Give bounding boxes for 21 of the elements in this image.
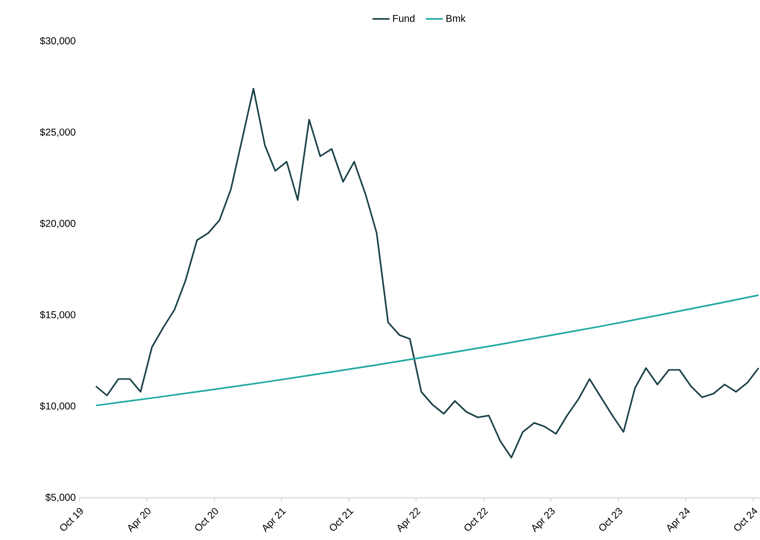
x-tick-label: Oct 22 [464,508,488,531]
x-tick-label: Apr 23 [532,508,555,532]
x-tick-label: Oct 24 [734,508,758,531]
x-tick-label: Oct 20 [195,508,218,531]
x-tick-label: Apr 21 [262,508,286,532]
y-tick-label: $5,000 [45,493,76,502]
y-tick-label: $15,000 [40,310,76,320]
x-tick-label: Oct 21 [330,508,354,531]
x-tick-label: Oct 19 [60,508,83,531]
line-series [95,294,760,406]
y-tick-label: $10,000 [40,402,76,411]
y-tick-label: $25,000 [40,128,76,137]
y-tick-label: $30,000 [40,36,76,46]
x-tick-label: Apr 24 [667,508,690,532]
x-tick-label: Oct 23 [599,508,622,531]
x-tick-label: Apr 20 [128,508,150,532]
line-series [95,88,760,458]
legend-label: Bmk [446,14,466,22]
y-tick-label: $20,000 [40,219,76,228]
legend-label: Fund [393,14,414,22]
x-tick-label: Apr 22 [397,508,421,532]
